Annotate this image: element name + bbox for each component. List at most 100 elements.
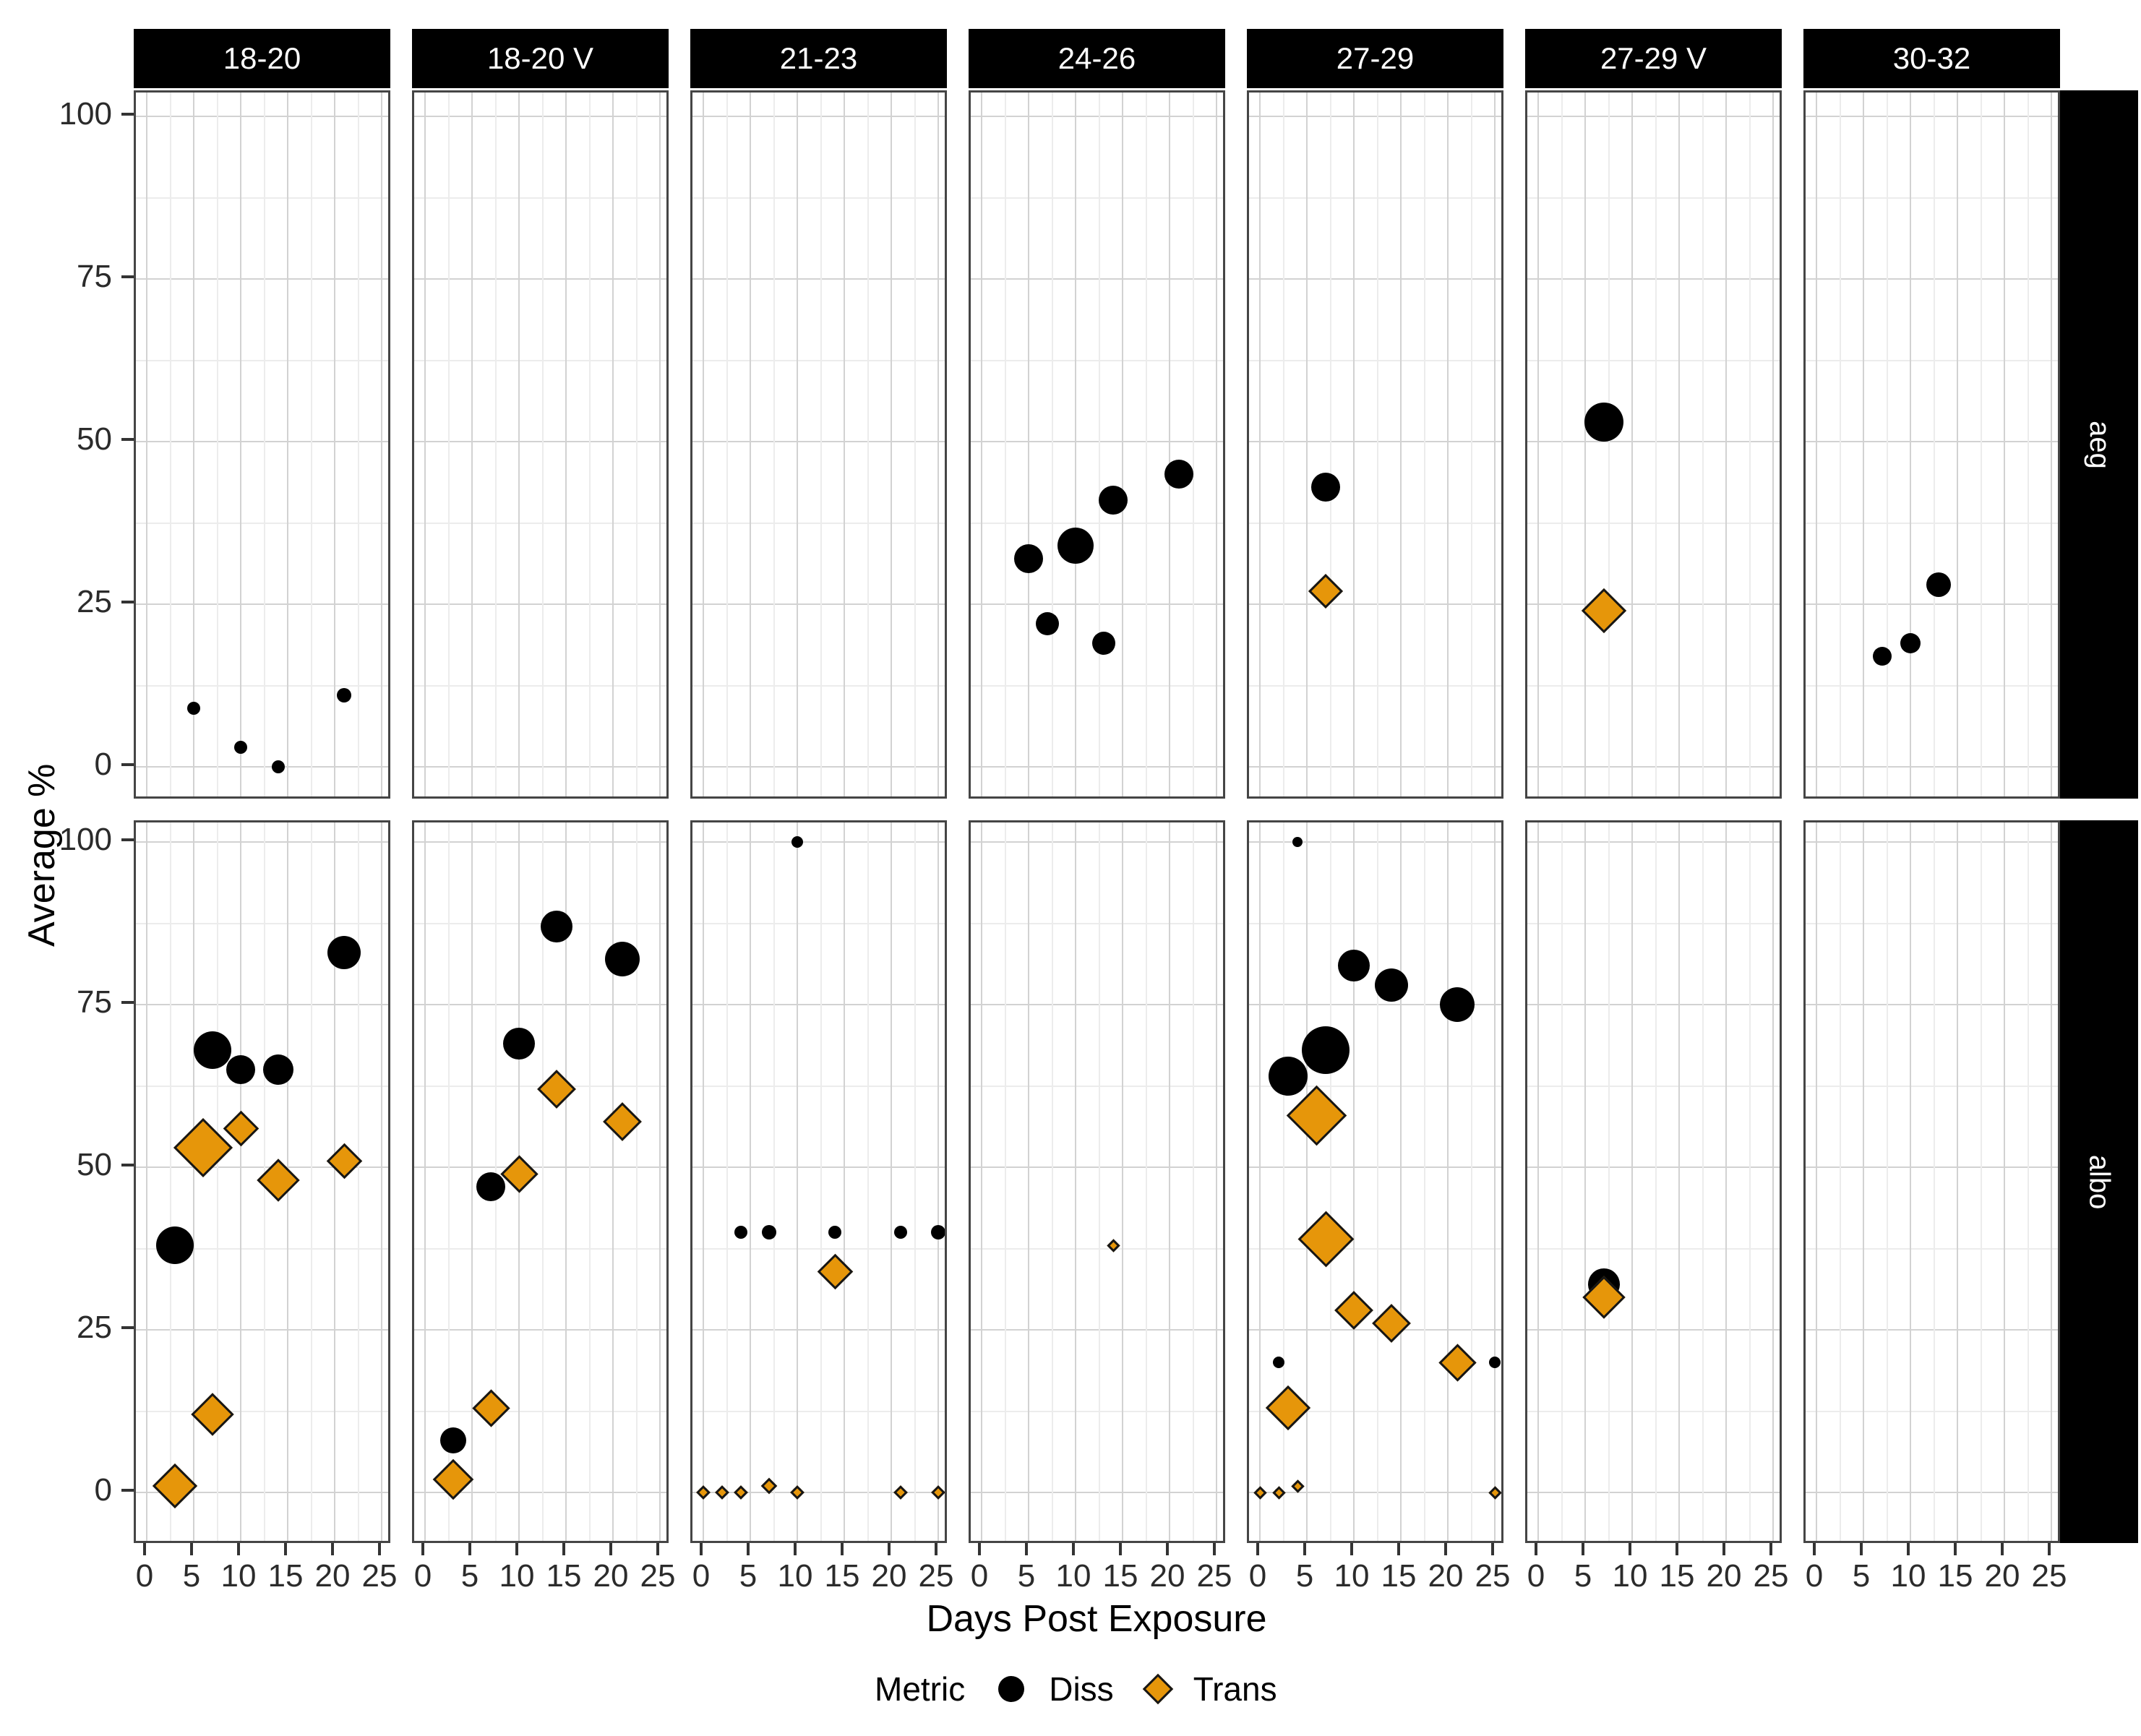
x-tick-mark [515, 1543, 518, 1555]
gridline-minor-v [1561, 93, 1563, 796]
gridline-minor-v [588, 822, 591, 1541]
x-tick-mark [1722, 1543, 1725, 1555]
data-point-trans [1290, 1479, 1305, 1493]
data-point-diss [1036, 612, 1059, 635]
y-tick-mark [121, 113, 134, 116]
gridline-major-v [1584, 93, 1586, 796]
gridline-major-v [1169, 93, 1170, 796]
data-point-diss [1375, 968, 1408, 1002]
x-tick-mark [794, 1543, 797, 1555]
gridline-major-h [1527, 1004, 1780, 1005]
data-point-diss [1489, 1357, 1501, 1368]
gridline-major-v [1028, 822, 1029, 1541]
gridline-major-h [414, 1166, 666, 1168]
gridline-minor-v [726, 822, 728, 1541]
gridline-major-v [1259, 93, 1261, 796]
gridline-major-h [692, 1492, 945, 1493]
gridline-minor-h [1806, 684, 2058, 687]
gridline-minor-v [867, 93, 869, 796]
x-tick-mark [1954, 1543, 1957, 1555]
facet-panel [1525, 90, 1782, 799]
x-tick-mark [609, 1543, 612, 1555]
gridline-major-v [287, 93, 288, 796]
gridline-major-h [1249, 841, 1501, 843]
gridline-minor-v [1933, 822, 1935, 1541]
gridline-minor-v [1839, 822, 1841, 1541]
gridline-major-h [136, 1492, 388, 1493]
gridline-major-h [692, 116, 945, 117]
x-tick-label: 20 [1984, 1558, 2020, 1594]
gridline-major-v [1725, 93, 1727, 796]
gridline-major-v [381, 93, 382, 796]
data-point-diss [234, 741, 247, 754]
x-tick-label: 10 [777, 1558, 813, 1594]
facet-column-label: 27-29 V [1600, 41, 1707, 75]
gridline-minor-v [2027, 93, 2029, 796]
y-tick-label: 100 [59, 822, 112, 857]
y-tick-mark [121, 601, 134, 603]
y-tick-mark [121, 763, 134, 766]
data-point-diss [337, 688, 351, 702]
gridline-major-v [334, 822, 335, 1541]
gridline-minor-v [1608, 93, 1610, 796]
gridline-minor-v [1145, 93, 1147, 796]
gridline-major-v [471, 93, 473, 796]
gridline-major-v [1678, 93, 1680, 796]
facet-row-label: aeg [2083, 420, 2116, 469]
gridline-minor-v [1470, 822, 1472, 1541]
y-tick-label: 75 [77, 984, 112, 1020]
data-point-diss [1092, 632, 1115, 655]
gridline-major-v [1306, 822, 1308, 1541]
gridline-major-h [1806, 603, 2058, 605]
data-point-trans [734, 1485, 748, 1500]
gridline-minor-v [1004, 822, 1006, 1541]
gridline-major-v [1306, 93, 1308, 796]
gridline-major-h [1527, 441, 1780, 442]
gridline-major-h [1527, 841, 1780, 843]
data-point-diss [194, 1031, 231, 1069]
gridline-minor-v [169, 93, 171, 796]
x-tick-mark [978, 1543, 981, 1555]
gridline-minor-h [1527, 197, 1780, 199]
gridline-minor-v [447, 93, 450, 796]
gridline-minor-v [1192, 93, 1194, 796]
x-tick-label: 25 [1196, 1558, 1232, 1594]
facet-panel [690, 820, 947, 1543]
x-tick-label: 25 [2031, 1558, 2067, 1594]
gridline-major-h [971, 116, 1223, 117]
gridline-major-v [381, 822, 382, 1541]
gridline-minor-h [1527, 522, 1780, 524]
gridline-minor-v [1470, 93, 1472, 796]
x-tick-label: 25 [361, 1558, 398, 1594]
gridline-minor-h [971, 684, 1223, 687]
data-point-diss [541, 911, 572, 942]
y-tick-mark [121, 1326, 134, 1329]
facet-column-strip: 27-29 V [1525, 29, 1782, 88]
data-point-diss [1873, 647, 1892, 666]
gridline-minor-v [1702, 822, 1704, 1541]
gridline-major-h [1249, 1492, 1501, 1493]
gridline-major-h [1249, 116, 1501, 117]
gridline-major-v [193, 822, 194, 1541]
data-point-diss [1164, 460, 1193, 489]
gridline-major-v [518, 93, 520, 796]
gridline-minor-v [1376, 93, 1378, 796]
x-tick-label: 10 [1890, 1558, 1926, 1594]
gridline-minor-h [414, 197, 666, 199]
gridline-minor-v [1329, 93, 1331, 796]
gridline-major-h [971, 1492, 1223, 1493]
y-tick-label: 25 [77, 1310, 112, 1345]
facet-column-strip: 21-23 [690, 29, 947, 88]
gridline-major-v [1494, 822, 1496, 1541]
gridline-major-v [1216, 93, 1217, 796]
gridline-major-v [1353, 822, 1355, 1541]
x-tick-mark [888, 1543, 891, 1555]
gridline-major-h [692, 441, 945, 442]
gridline-major-v [797, 822, 798, 1541]
data-point-trans [326, 1143, 362, 1179]
data-point-diss [1099, 486, 1128, 515]
facet-column-strip: 24-26 [969, 29, 1225, 88]
gridline-major-h [971, 1329, 1223, 1331]
x-tick-label: 15 [1381, 1558, 1417, 1594]
